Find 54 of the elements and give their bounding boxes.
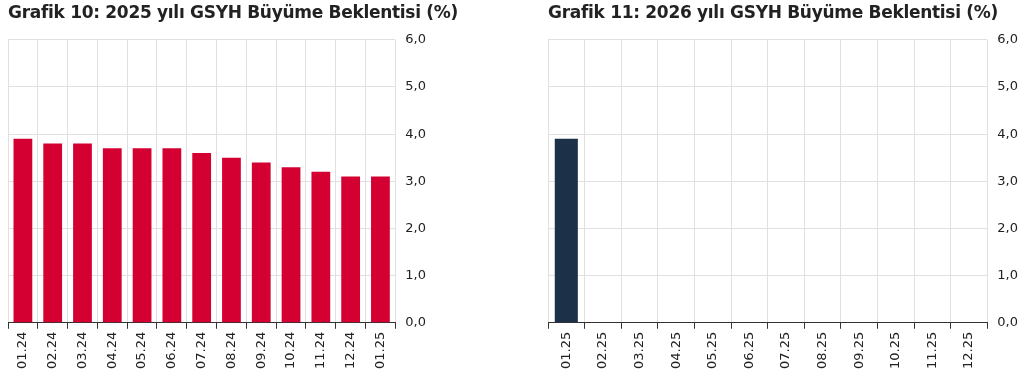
- x-tick-label: 01.25: [557, 331, 573, 369]
- x-tick-label: 06.25: [740, 331, 756, 369]
- bar: [73, 143, 92, 323]
- x-tick-label: 02.24: [44, 331, 60, 369]
- x-tick-label: 05.25: [704, 331, 720, 369]
- y-tick-label: 1,0: [405, 266, 427, 282]
- x-tick-label: 07.25: [777, 331, 793, 369]
- x-tick-label: 04.25: [667, 331, 683, 369]
- bar: [311, 171, 331, 323]
- bar: [251, 162, 271, 323]
- bar: [13, 138, 33, 323]
- y-tick-label: 2,0: [405, 219, 427, 235]
- x-tick-label: 11.24: [312, 331, 328, 369]
- x-tick-label: 12.25: [960, 331, 976, 369]
- x-tick-label: 05.24: [133, 331, 149, 369]
- chart-title: Grafik 10: 2025 yılı GSYH Büyüme Beklentisi (%): [8, 2, 458, 22]
- x-tick-label: 04.24: [103, 331, 119, 369]
- x-tick-label: 03.25: [630, 331, 646, 369]
- bar: [132, 148, 152, 323]
- x-tick-label: 12.24: [342, 331, 358, 369]
- x-tick-label: 11.25: [923, 331, 939, 369]
- y-tick-label: 0,0: [997, 314, 1019, 330]
- bar: [281, 167, 301, 323]
- x-tick-label: 10.24: [282, 331, 298, 369]
- y-tick-label: 6,0: [405, 31, 427, 47]
- x-tick-label: 03.24: [73, 331, 89, 369]
- y-tick-label: 0,0: [405, 314, 427, 330]
- y-tick-label: 4,0: [405, 125, 427, 141]
- y-tick-label: 6,0: [997, 31, 1019, 47]
- bar: [192, 152, 212, 323]
- x-tick-label: 09.24: [252, 331, 268, 369]
- x-tick-label: 02.25: [594, 331, 610, 369]
- y-tick-label: 3,0: [405, 172, 427, 188]
- bar: [371, 176, 390, 323]
- bar: [43, 143, 63, 323]
- bar: [162, 148, 182, 323]
- x-tick-label: 09.25: [850, 331, 866, 369]
- x-tick-label: 06.24: [163, 331, 179, 369]
- bar: [341, 176, 361, 323]
- x-tick-label: 08.25: [813, 331, 829, 369]
- bar: [102, 148, 122, 323]
- x-tick-label: 08.24: [222, 331, 238, 369]
- x-tick-label: 01.24: [14, 331, 30, 369]
- x-tick-label: 07.24: [193, 331, 209, 369]
- bar: [222, 157, 241, 323]
- y-tick-label: 5,0: [997, 78, 1019, 94]
- y-tick-label: 1,0: [997, 266, 1019, 282]
- y-tick-label: 5,0: [405, 78, 427, 94]
- y-tick-label: 4,0: [997, 125, 1019, 141]
- x-tick-label: 10.25: [887, 331, 903, 369]
- y-tick-label: 3,0: [997, 172, 1019, 188]
- y-tick-label: 2,0: [997, 219, 1019, 235]
- chart-title: Grafik 11: 2026 yılı GSYH Büyüme Beklentisi (%): [548, 2, 999, 22]
- x-tick-label: 01.25: [371, 331, 387, 369]
